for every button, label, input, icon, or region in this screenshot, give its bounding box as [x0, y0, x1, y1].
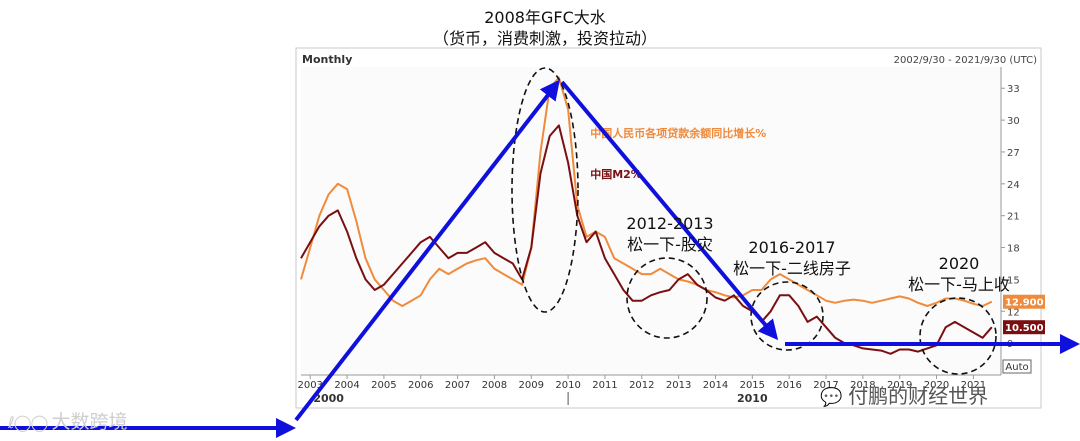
- trend-arrows: [0, 79, 1080, 438]
- last-value-label: 12.900: [1005, 298, 1044, 309]
- y-tick-label: 24: [1007, 180, 1020, 191]
- x-tick-label: 2013: [666, 380, 691, 391]
- gfc-annotation: 2008年GFC大水 （货币，消费刺激，投资拉动）: [380, 7, 710, 49]
- x-tick-label: 2014: [703, 380, 728, 391]
- x-tick-label: 2018: [850, 380, 875, 391]
- watermark-left: ℓ◯◯ 大数跨境: [8, 407, 128, 434]
- annotation-2012-year: 2012-2013: [626, 214, 714, 233]
- ellipse-2012: [626, 257, 708, 339]
- annotation-2020: 2020 松一下-马上收: [898, 253, 1020, 295]
- annotation-2016: 2016-2017 松一下-二线房子: [724, 237, 860, 279]
- arrow-up-to-2009: [294, 79, 560, 422]
- series-line-m2: [300, 124, 993, 355]
- annotation-2020-year: 2020: [938, 254, 980, 273]
- x-tick-label: 2016: [776, 380, 801, 391]
- x-tick-label: 2004: [334, 380, 359, 391]
- legend-entry: 中国M2%: [590, 167, 642, 181]
- watermark-right: 💬 付鹏的财经世界: [820, 380, 988, 409]
- y-tick-label: 33: [1007, 84, 1020, 95]
- auto-button[interactable]: [1002, 359, 1032, 374]
- x-tick-label: 2012: [629, 380, 654, 391]
- watermark-right-text: 付鹏的财经世界: [848, 384, 989, 408]
- x-tick-label: 2003: [297, 380, 322, 391]
- annotation-2020-text: 松一下-马上收: [908, 275, 1010, 294]
- ellipse-2016: [750, 281, 824, 351]
- x-tick-label: 2021: [961, 380, 986, 391]
- y-tick-label: 30: [1007, 116, 1020, 127]
- ellipse-2009: [511, 67, 579, 313]
- x-tick-label: 2015: [740, 380, 765, 391]
- wechat-icon: 💬: [820, 387, 849, 408]
- auto-button-label: Auto: [1005, 362, 1028, 373]
- annotation-2012-text: 松一下-股灾: [627, 235, 713, 254]
- last-value-badge: [1003, 294, 1045, 309]
- x-tick-label: 2019: [887, 380, 912, 391]
- y-tick-label: 18: [1007, 244, 1020, 255]
- x-tick-label: 2020: [924, 380, 949, 391]
- annotation-2016-text: 松一下-二线房子: [733, 259, 851, 278]
- x-major-label: 2000: [313, 392, 344, 405]
- x-tick-label: 2011: [592, 380, 617, 391]
- gfc-annotation-line2: （货币，消费刺激，投资拉动）: [432, 29, 657, 48]
- y-tick-label: 27: [1007, 148, 1020, 159]
- x-major-label: 2010: [737, 392, 768, 405]
- x-tick-label: 2008: [482, 380, 507, 391]
- x-axis-ticks: 2003 2004 2005 2006 2007 2008 2009 2010 2011 2012…: [297, 375, 986, 405]
- annotation-shapes: [511, 67, 997, 375]
- x-tick-label: 2010: [555, 380, 580, 391]
- arrow-down-to-2016: [560, 80, 779, 341]
- y-tick-label: 12: [1007, 307, 1020, 318]
- date-range-label: 2002/9/30 - 2021/9/30 (UTC): [894, 55, 1037, 66]
- x-tick-label: 2009: [519, 380, 544, 391]
- legend-entry: 中国人民币各项贷款余额同比增长%: [590, 126, 766, 140]
- x-tick-label: 2007: [445, 380, 470, 391]
- watermark-logo-icon: ℓ◯◯: [8, 413, 52, 432]
- last-value-label: 10.500: [1005, 323, 1044, 334]
- series-group: [300, 76, 993, 355]
- x-tick-label: 2005: [371, 380, 396, 391]
- last-value-badge: [1003, 320, 1045, 335]
- ellipse-2020: [919, 297, 997, 375]
- last-value-badges: 12.900 10.500: [1003, 294, 1045, 335]
- frequency-label: Monthly: [302, 53, 352, 66]
- annotation-2012: 2012-2013 松一下-股灾: [622, 213, 718, 255]
- y-tick-label: 21: [1007, 212, 1020, 223]
- series-line-loan-growth: [300, 76, 993, 307]
- legend: 中国人民币各项贷款余额同比增长% 中国M2%: [590, 126, 766, 181]
- watermark-left-text: 大数跨境: [51, 411, 128, 433]
- gfc-annotation-line1: 2008年GFC大水: [484, 8, 606, 27]
- annotation-2016-year: 2016-2017: [748, 238, 836, 257]
- y-tick-label: 15: [1007, 275, 1020, 286]
- plot-background: [301, 67, 1001, 375]
- x-tick-label: 2017: [813, 380, 838, 391]
- x-tick-label: 2006: [408, 380, 433, 391]
